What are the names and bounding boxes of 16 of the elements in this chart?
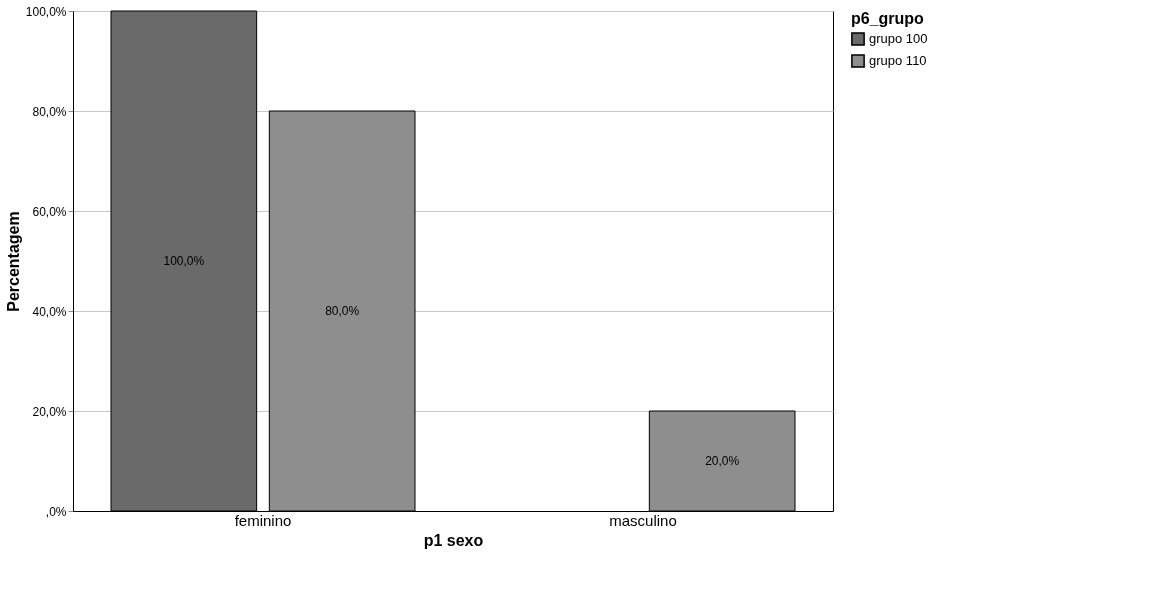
y-tick-label: 20,0%: [32, 404, 67, 419]
y-tick-label: 60,0%: [32, 204, 67, 219]
legend-label: grupo 110: [869, 53, 927, 68]
y-tick-label: 40,0%: [32, 304, 67, 319]
y-tick-label: 100,0%: [25, 4, 67, 19]
data-label: 80,0%: [325, 304, 360, 318]
data-label: 100,0%: [163, 254, 205, 268]
data-label: 20,0%: [705, 454, 740, 468]
x-tick-label: masculino: [609, 511, 677, 529]
legend-title: p6_grupo: [851, 10, 925, 27]
legend-label: grupo 100: [869, 31, 928, 46]
y-axis-title: Percentagem: [4, 211, 22, 312]
y-tick-label: ,0%: [45, 504, 67, 519]
x-tick-label: feminino: [234, 511, 292, 529]
x-axis-title: p1 sexo: [423, 531, 484, 549]
y-tick-label: 80,0%: [32, 104, 67, 119]
